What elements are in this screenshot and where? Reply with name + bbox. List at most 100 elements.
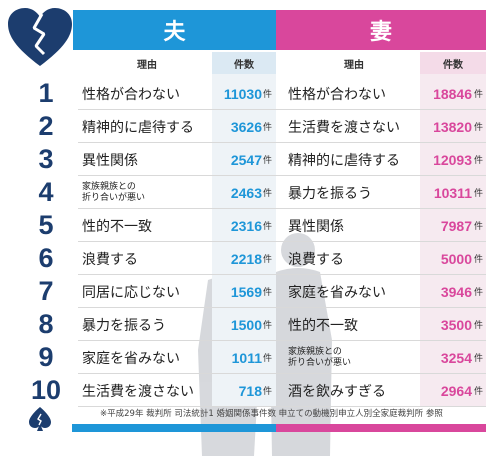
husband-count-unit: 件 [263,123,273,133]
wife-footer-bar [276,424,486,432]
broken-heart-icon [8,8,72,66]
wife-reason: 性格が合わない [288,86,386,103]
wife-reason: 家庭を省みない [288,284,386,301]
husband-count-unit: 件 [263,90,273,100]
husband-count: 2218 [230,250,262,267]
wife-count-unit: 件 [474,354,484,364]
husband-count-unit: 件 [263,354,273,364]
rank-number: 7 [38,276,54,306]
husband-reason: 異性関係 [82,152,138,169]
row-divider [78,241,486,242]
husband-count-unit: 件 [263,288,273,298]
wife-count: 3500 [440,316,472,333]
husband-footer-bar [72,424,276,432]
wife-reason-header: 理由 [344,59,364,71]
wife-count-unit: 件 [474,156,484,166]
husband-reason: 家庭を省みない [82,350,180,367]
wife-count: 13820 [433,118,472,135]
table-row: 5 性的不一致 2316 件異性関係 7987 件 [0,209,500,242]
husband-count: 718 [238,382,262,399]
row-divider [78,307,486,308]
wife-header: 妻 [276,10,486,50]
wife-count-unit: 件 [474,90,484,100]
spade-icon [29,407,51,431]
row-divider [78,340,486,341]
wife-count: 3254 [440,349,472,366]
husband-count-column [212,74,276,406]
wife-count: 18846 [433,85,472,102]
rank-number: 3 [38,144,54,174]
row-divider [78,406,486,407]
wife-count: 7987 [440,217,472,234]
wife-count-unit: 件 [474,189,484,199]
wife-reason: 異性関係 [288,218,344,235]
wife-reason: 精神的に虐待する [288,152,400,169]
husband-reason: 暴力を振るう [82,317,166,334]
rank-number: 6 [38,243,54,273]
row-divider [78,109,486,110]
wife-reason: 酒を飲みすぎる [288,383,386,400]
wife-count-column [420,74,486,406]
wife-reason: 浪費する [288,251,344,268]
wife-count-header: 件数 [443,59,463,71]
husband-count-header-bg [212,52,276,74]
husband-count-unit: 件 [263,255,273,265]
wife-reason: 生活費を渡さない [288,119,400,136]
husband-count: 2463 [230,184,262,201]
table-row: 6 浪費する 2218 件浪費する 5000 件 [0,242,500,275]
table-row: 8 暴力を振るう 1500 件性的不一致 3500 件 [0,308,500,341]
husband-count-unit: 件 [263,156,273,166]
husband-count: 1011 [231,349,262,366]
husband-count: 2316 [230,217,262,234]
table-row: 9 家庭を省みない 1011 件家族親族との 折り合いが悪い 3254 件 [0,341,500,374]
table-row: 4 家族親族との 折り合いが悪い 2463 件暴力を振るう 10311 件 [0,176,500,209]
row-divider [78,175,486,176]
table-row: 7 同居に応じない 1569 件家庭を省みない 3946 件 [0,275,500,308]
row-divider [78,142,486,143]
table-row: 3 異性関係 2547 件精神的に虐待する 12093 件 [0,143,500,176]
table-row: 1 性格が合わない 11030 件性格が合わない 18846 件 [0,77,500,110]
source-footnote: ※平成29年 裁判所 司法統計1 婚姻関係事件数 申立ての動機別申立人別全家庭裁… [100,409,443,419]
wife-count: 2964 [440,382,472,399]
rank-number: 4 [38,177,54,207]
husband-count-unit: 件 [263,387,273,397]
wife-count-unit: 件 [474,123,484,133]
husband-header: 夫 [73,10,276,50]
wife-reason: 家族親族との 折り合いが悪い [288,346,352,368]
table-row: 2 精神的に虐待する 3626 件生活費を渡さない 13820 件 [0,110,500,143]
husband-count-unit: 件 [263,222,273,232]
wife-count: 5000 [440,250,472,267]
rank-number: 5 [38,210,54,240]
rank-number: 1 [38,78,54,108]
husband-reason: 家族親族との 折り合いが悪い [82,181,146,203]
husband-reason: 精神的に虐待する [82,119,194,136]
rank-number: 10 [30,375,62,405]
wife-reason: 性的不一致 [288,317,358,334]
wife-count: 3946 [440,283,472,300]
husband-count-unit: 件 [263,189,273,199]
husband-count-unit: 件 [263,321,273,331]
husband-reason: 生活費を渡さない [82,383,194,400]
rank-number: 9 [38,342,54,372]
husband-count: 3626 [230,118,262,135]
husband-count: 11030 [223,85,262,102]
row-divider [78,274,486,275]
husband-count: 2547 [230,151,262,168]
husband-reason: 性格が合わない [82,86,180,103]
husband-reason: 性的不一致 [82,218,152,235]
row-divider [78,208,486,209]
husband-reason-header: 理由 [137,59,157,71]
husband-count: 1569 [230,283,262,300]
wife-reason: 暴力を振るう [288,185,372,202]
husband-count: 1500 [230,316,262,333]
wife-count-unit: 件 [474,255,484,265]
table-row: 10 生活費を渡さない 718 件酒を飲みすぎる 2964 件 [0,374,500,407]
rank-number: 8 [38,309,54,339]
wife-count-unit: 件 [474,387,484,397]
rank-number: 2 [38,111,54,141]
husband-count-header: 件数 [234,59,254,71]
wife-count: 12093 [433,151,472,168]
row-divider [78,373,486,374]
wife-count-unit: 件 [474,288,484,298]
